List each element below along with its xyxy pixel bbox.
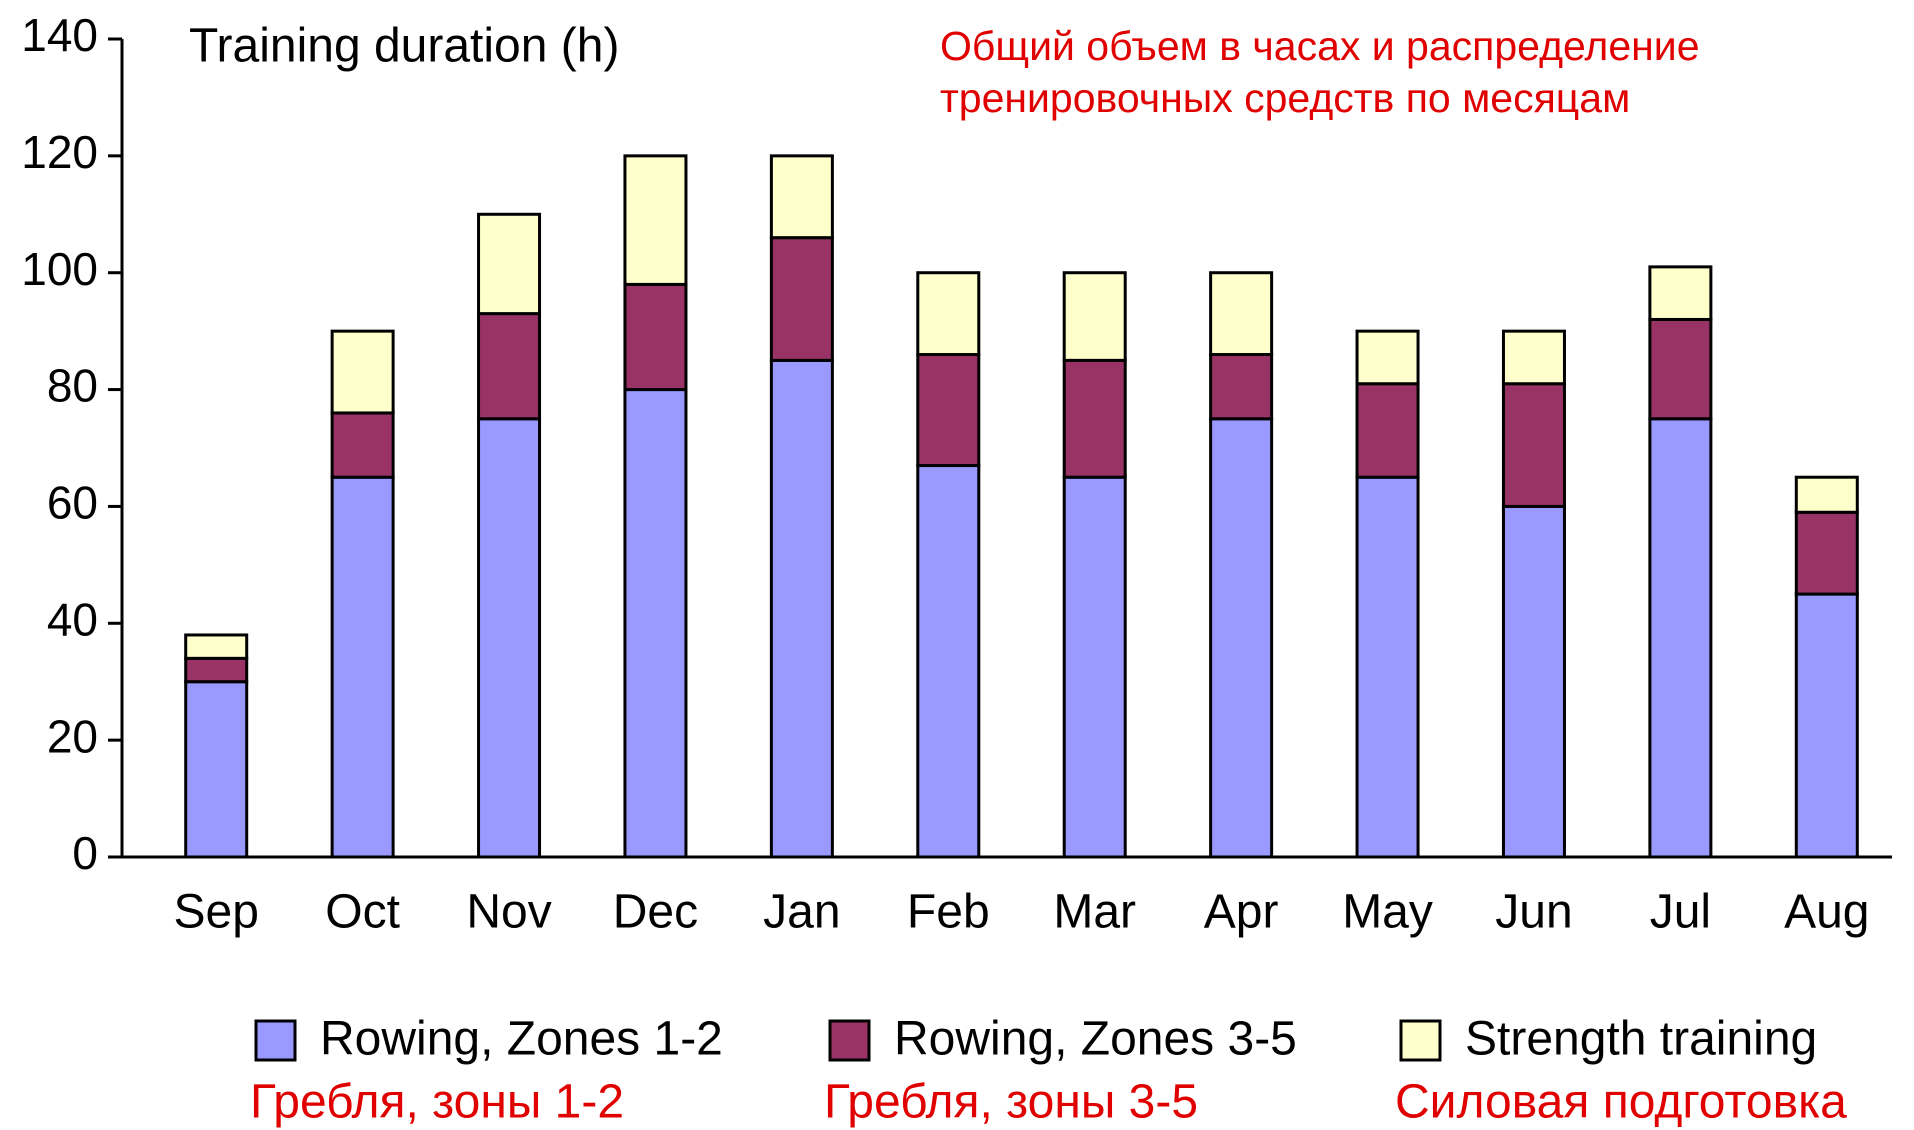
bar-segment [1501, 329, 1566, 386]
bar-segment [916, 271, 981, 357]
y-tick-label: 140 [21, 9, 98, 61]
bar-segment [184, 680, 249, 859]
bar-segment [1648, 265, 1713, 321]
y-tick-label: 80 [47, 360, 98, 412]
bar-segment [1648, 417, 1713, 859]
bar-segment [330, 475, 395, 859]
bar-segment [1501, 382, 1566, 508]
bar-segment [916, 464, 981, 859]
bar-segment [1062, 358, 1127, 479]
legend-label: Strength training [1465, 1013, 1817, 1066]
legend-label: Rowing, Zones 1-2 [320, 1013, 723, 1066]
y-tick-label: 60 [47, 477, 98, 529]
bar-segment [1209, 417, 1274, 859]
legend-label-ru: Гребля, зоны 3-5 [824, 1076, 1198, 1129]
bar-segment [1209, 271, 1274, 357]
bar-segment [916, 353, 981, 468]
bar-segment [769, 154, 834, 240]
bar-segment [477, 312, 542, 421]
x-tick-label: Jul [1650, 886, 1711, 939]
annotation: Общий объем в часах и распределение [940, 23, 1700, 69]
legend-swatch [828, 1019, 871, 1062]
x-tick-label: Sep [174, 886, 259, 939]
bar-segment [623, 154, 688, 286]
x-tick-label: Mar [1053, 886, 1136, 939]
bar-segment [1355, 475, 1420, 859]
y-tick-label: 100 [21, 243, 98, 295]
axis-title: Training duration (h) [189, 20, 619, 73]
x-tick-label: Dec [613, 886, 698, 939]
bar-segment [184, 656, 249, 684]
x-tick-label: Feb [907, 886, 990, 939]
bar-segment [477, 417, 542, 859]
x-tick-label: Aug [1784, 886, 1869, 939]
bar-segment [1794, 592, 1859, 859]
y-tick-label: 20 [47, 710, 98, 762]
bar-segment [1794, 510, 1859, 596]
annotation: тренировочных средств по месяцам [940, 75, 1630, 121]
legend-label-ru: Силовая подготовка [1395, 1076, 1847, 1129]
bar-segment [769, 358, 834, 859]
x-tick-label: Apr [1204, 886, 1279, 939]
bar-segment [184, 633, 249, 660]
bar-segment [1794, 475, 1859, 514]
legend-label-ru: Гребля, зоны 1-2 [250, 1076, 624, 1129]
bar-segment [1501, 504, 1566, 859]
bar-segment [477, 212, 542, 316]
bar-segment [1062, 271, 1127, 362]
bar-segment [623, 388, 688, 859]
bar-segment [623, 282, 688, 392]
x-tick-label: Jun [1495, 886, 1572, 939]
bar-segment [1209, 353, 1274, 421]
bar-segment [1062, 475, 1127, 859]
y-tick-label: 0 [72, 827, 98, 879]
x-tick-label: Jan [763, 886, 840, 939]
bar-segment [1355, 382, 1420, 479]
x-tick-label: Nov [466, 886, 551, 939]
x-tick-label: May [1342, 886, 1433, 939]
bar-segment [330, 329, 395, 415]
bar-segment [1648, 317, 1713, 421]
legend-swatch [254, 1019, 297, 1062]
y-tick-label: 40 [47, 593, 98, 645]
bar-segment [1355, 329, 1420, 386]
y-tick-label: 120 [21, 126, 98, 178]
legend-swatch [1399, 1019, 1442, 1062]
x-tick-label: Oct [325, 886, 400, 939]
legend-label: Rowing, Zones 3-5 [894, 1013, 1297, 1066]
bar-segment [330, 411, 395, 479]
bar-segment [769, 236, 834, 362]
